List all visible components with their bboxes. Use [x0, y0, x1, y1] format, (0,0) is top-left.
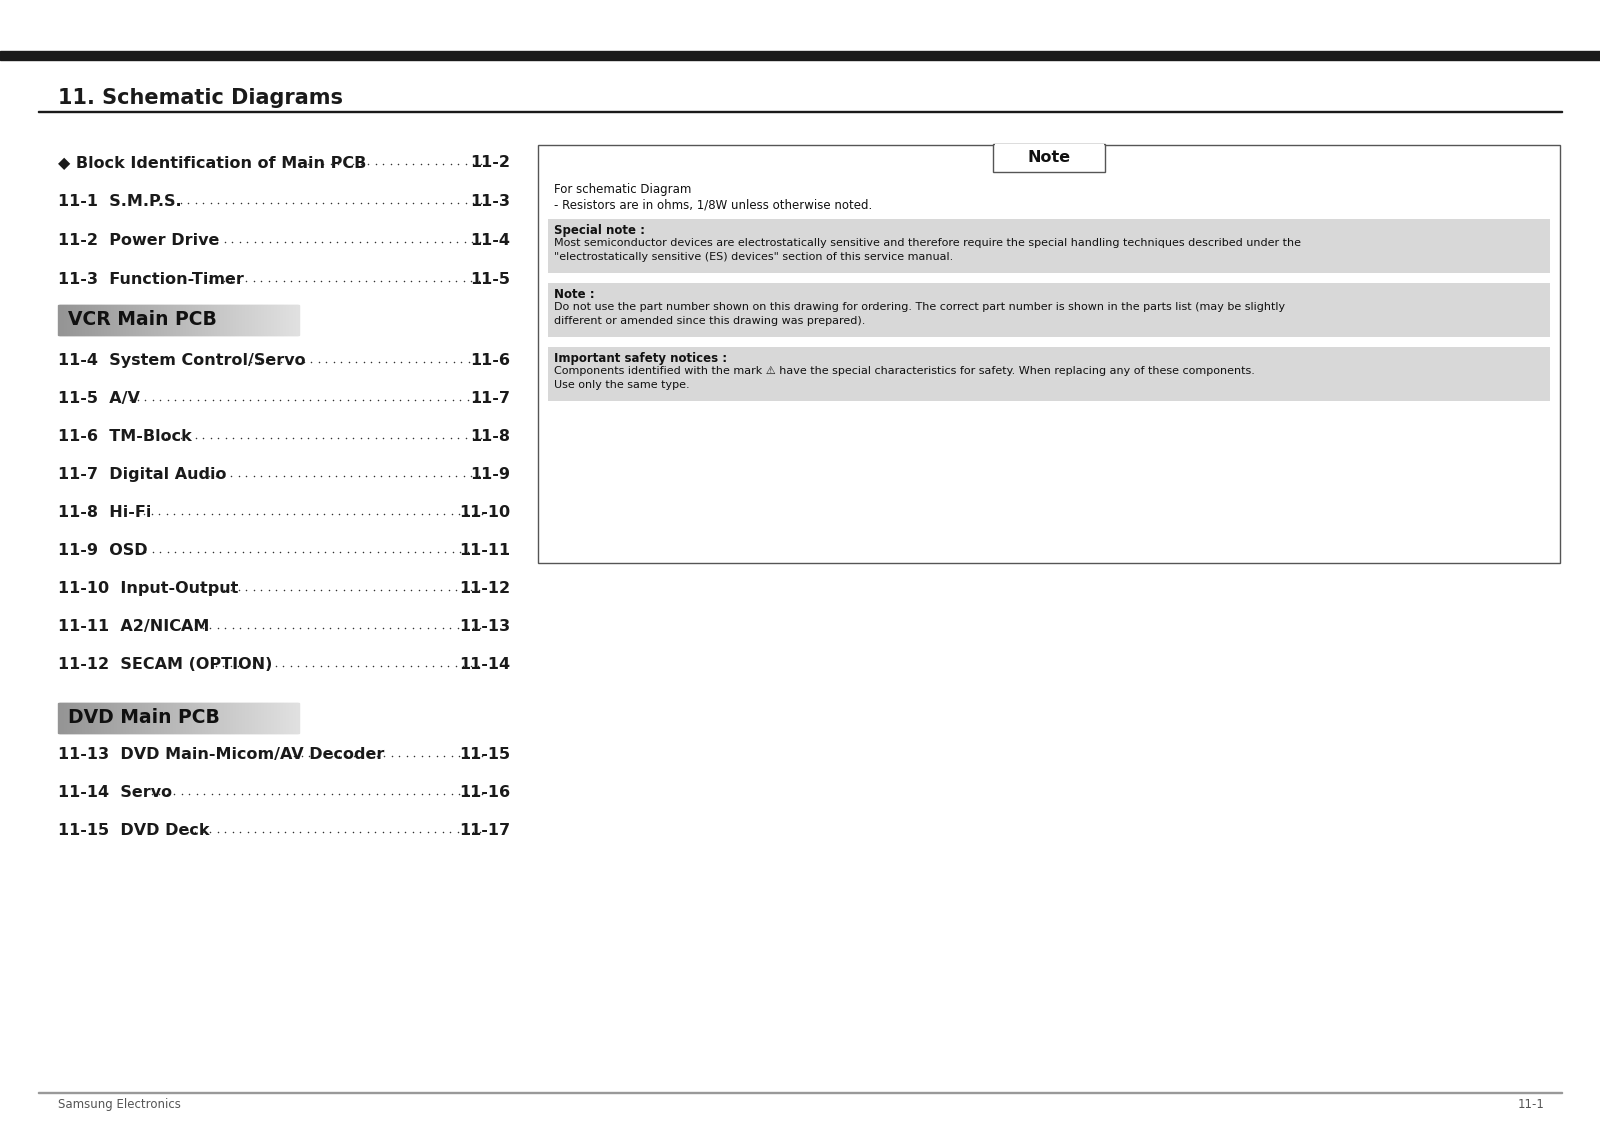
Text: 11-9  OSD: 11-9 OSD: [58, 543, 147, 558]
Text: 11-3: 11-3: [470, 194, 510, 209]
Text: 11-1: 11-1: [1518, 1098, 1546, 1110]
Text: 11-3  Function-Timer: 11-3 Function-Timer: [58, 272, 243, 288]
Bar: [38, 111, 1562, 112]
Bar: [994, 144, 1106, 172]
Text: 11-11  A2/NICAM: 11-11 A2/NICAM: [58, 619, 210, 634]
Text: 11-15: 11-15: [459, 747, 510, 762]
Text: Special note :: Special note :: [554, 224, 645, 237]
Text: "electrostatically sensitive (ES) devices" section of this service manual.: "electrostatically sensitive (ES) device…: [554, 252, 954, 261]
Text: 11-10  Input-Output: 11-10 Input-Output: [58, 581, 238, 597]
Text: Note :: Note :: [554, 288, 595, 301]
Text: 11-5: 11-5: [470, 272, 510, 288]
Text: 11-17: 11-17: [459, 823, 510, 838]
Text: ◆ Block Identification of Main PCB: ◆ Block Identification of Main PCB: [58, 155, 366, 170]
Text: different or amended since this drawing was prepared).: different or amended since this drawing …: [554, 316, 866, 326]
Text: 11-15  DVD Deck: 11-15 DVD Deck: [58, 823, 210, 838]
Text: 11-2: 11-2: [470, 155, 510, 170]
Text: 11-6: 11-6: [470, 353, 510, 368]
Text: 11-11: 11-11: [459, 543, 510, 558]
Text: 11-10: 11-10: [459, 505, 510, 520]
Text: 11-5  A/V: 11-5 A/V: [58, 391, 139, 406]
Bar: [538, 145, 1560, 563]
Text: Do not use the part number shown on this drawing for ordering. The correct part : Do not use the part number shown on this…: [554, 302, 1285, 312]
Text: 11-13: 11-13: [459, 619, 510, 634]
Text: 11-12: 11-12: [459, 581, 510, 597]
Bar: [547, 218, 1550, 273]
Text: 11. Schematic Diagrams: 11. Schematic Diagrams: [58, 88, 342, 108]
Text: Components identified with the mark ⚠ have the special characteristics for safet: Components identified with the mark ⚠ ha…: [554, 366, 1254, 376]
Text: 11-6  TM-Block: 11-6 TM-Block: [58, 429, 192, 444]
Text: 11-14: 11-14: [459, 657, 510, 672]
Text: 11-1  S.M.P.S.: 11-1 S.M.P.S.: [58, 194, 182, 209]
Text: 11-7  Digital Audio: 11-7 Digital Audio: [58, 468, 227, 482]
Text: 11-8  Hi-Fi: 11-8 Hi-Fi: [58, 505, 152, 520]
Bar: [0, 51, 1600, 60]
Bar: [995, 144, 1104, 146]
Bar: [547, 348, 1550, 401]
Text: 11-2  Power Drive: 11-2 Power Drive: [58, 233, 219, 248]
Text: 11-4  System Control/Servo: 11-4 System Control/Servo: [58, 353, 306, 368]
Text: VCR Main PCB: VCR Main PCB: [67, 310, 218, 329]
Text: Samsung Electronics: Samsung Electronics: [58, 1098, 181, 1110]
Text: 11-13  DVD Main-Micom/AV Decoder: 11-13 DVD Main-Micom/AV Decoder: [58, 747, 384, 762]
Text: Most semiconductor devices are electrostatically sensitive and therefore require: Most semiconductor devices are electrost…: [554, 238, 1301, 248]
Text: 11-4: 11-4: [470, 233, 510, 248]
Text: DVD Main PCB: DVD Main PCB: [67, 708, 219, 727]
Text: 11-12  SECAM (OPTION): 11-12 SECAM (OPTION): [58, 657, 272, 672]
Text: Use only the same type.: Use only the same type.: [554, 380, 690, 391]
Text: 11-16: 11-16: [459, 784, 510, 800]
Bar: [547, 283, 1550, 337]
Text: 11-7: 11-7: [470, 391, 510, 406]
Text: 11-9: 11-9: [470, 468, 510, 482]
Text: 11-14  Servo: 11-14 Servo: [58, 784, 173, 800]
Text: 11-8: 11-8: [470, 429, 510, 444]
Text: - Resistors are in ohms, 1/8W unless otherwise noted.: - Resistors are in ohms, 1/8W unless oth…: [554, 198, 872, 211]
Text: For schematic Diagram: For schematic Diagram: [554, 183, 691, 196]
Text: Note: Note: [1027, 151, 1070, 165]
Text: Important safety notices :: Important safety notices :: [554, 352, 726, 365]
